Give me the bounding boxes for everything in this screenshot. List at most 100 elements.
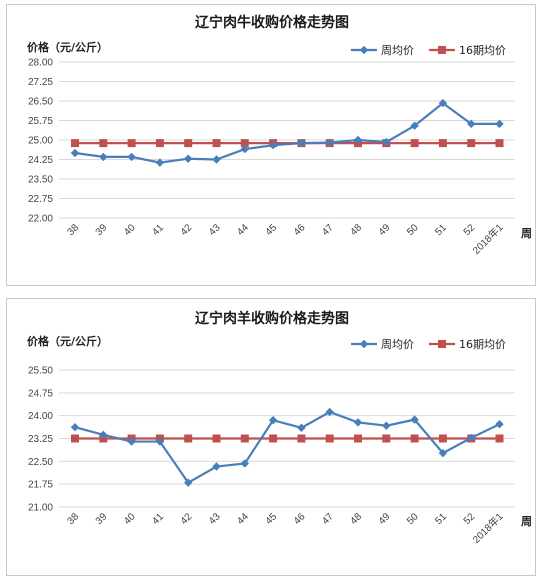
data-point-16-period-avg xyxy=(184,139,193,148)
data-point-16-period-avg xyxy=(438,434,447,443)
data-point-weekly-avg xyxy=(240,144,249,154)
data-point-weekly-avg xyxy=(268,416,278,425)
data-point-weekly-avg xyxy=(99,430,108,440)
data-point-16-period-avg xyxy=(212,434,221,443)
data-point-16-period-avg xyxy=(127,139,136,148)
data-point-16-period-avg xyxy=(495,139,504,148)
y-tick-label: 25.00 xyxy=(28,136,53,147)
data-point-16-period-avg xyxy=(495,434,504,443)
x-tick-label: 44 xyxy=(235,511,251,527)
x-tick-label: 48 xyxy=(348,511,364,527)
beef-price-chart-panel: 辽宁肉牛收购价格走势图 价格（元/公斤） 22.00 22.75 23.50 24.25 2… xyxy=(6,4,536,286)
data-point-16-period-avg xyxy=(184,434,193,443)
data-point-16-period-avg xyxy=(438,139,447,148)
data-point-16-period-avg xyxy=(269,434,278,443)
data-point-weekly-avg xyxy=(353,418,363,427)
data-point-weekly-avg xyxy=(212,155,221,164)
data-point-weekly-avg xyxy=(325,407,334,417)
x-tick-label: 52 xyxy=(462,511,478,527)
y-axis-label: 价格（元/公斤） xyxy=(27,334,108,348)
legend: 周均价 16期均价 xyxy=(351,44,506,57)
y-axis-label: 价格（元/公斤） xyxy=(27,40,108,54)
y-tick-label: 25.75 xyxy=(28,116,53,127)
y-tick-label: 24.75 xyxy=(28,388,53,399)
y-tick-label: 25.50 xyxy=(28,366,53,377)
x-tick-label: 2018年1 xyxy=(470,221,506,257)
data-point-weekly-avg xyxy=(438,448,448,458)
mutton-price-chart-panel: 辽宁肉羊收购价格走势图 价格（元/公斤） 21.00 21.75 22.50 23.25 2… xyxy=(6,298,536,576)
y-tick-label: 28.00 xyxy=(28,58,53,69)
x-tick-label: 41 xyxy=(150,222,166,238)
x-axis-label: 周 xyxy=(521,227,532,240)
x-tick-label: 40 xyxy=(122,511,138,527)
legend-label-weekly-avg: 周均价 xyxy=(381,338,414,351)
legend-label-16-period-avg: 16期均价 xyxy=(459,44,506,57)
data-point-weekly-avg xyxy=(155,437,165,446)
data-point-16-period-avg xyxy=(71,139,79,148)
data-point-weekly-avg xyxy=(127,152,136,162)
x-tick-label: 38 xyxy=(65,511,81,527)
x-tick-label: 47 xyxy=(320,222,336,238)
data-point-weekly-avg xyxy=(70,423,80,432)
legend: 周均价 16期均价 xyxy=(351,338,506,351)
data-point-weekly-avg xyxy=(240,459,249,468)
x-tick-label: 43 xyxy=(207,511,223,527)
x-tick-label: 42 xyxy=(179,222,195,238)
x-tick-label: 46 xyxy=(292,511,308,527)
data-point-16-period-avg xyxy=(212,139,221,148)
legend-marker-weekly-avg xyxy=(359,45,369,55)
x-tick-label: 50 xyxy=(405,511,421,527)
x-tick-label: 48 xyxy=(348,222,364,238)
x-tick-label: 39 xyxy=(94,511,110,527)
data-point-weekly-avg xyxy=(410,121,419,130)
data-point-weekly-avg xyxy=(467,433,476,443)
data-point-16-period-avg xyxy=(410,434,419,443)
data-point-weekly-avg xyxy=(297,423,306,433)
data-point-weekly-avg xyxy=(438,98,448,108)
series-line-weekly-avg xyxy=(74,101,500,164)
data-point-16-period-avg xyxy=(467,139,476,148)
x-tick-label: 46 xyxy=(292,222,308,238)
x-tick-label: 51 xyxy=(433,222,449,238)
data-point-weekly-avg xyxy=(382,137,391,147)
legend-label-weekly-avg: 周均价 xyxy=(381,44,414,57)
data-point-weekly-avg xyxy=(268,141,278,150)
x-tick-label: 42 xyxy=(179,511,195,527)
data-point-weekly-avg xyxy=(184,154,193,163)
data-point-weekly-avg xyxy=(382,421,391,430)
data-point-weekly-avg xyxy=(467,119,476,129)
data-point-weekly-avg xyxy=(495,119,504,129)
data-point-16-period-avg xyxy=(297,434,306,443)
data-point-16-period-avg xyxy=(354,434,362,443)
x-tick-label: 49 xyxy=(377,222,393,238)
data-point-16-period-avg xyxy=(325,434,334,443)
chart-title: 辽宁肉羊收购价格走势图 xyxy=(195,310,349,327)
data-point-16-period-avg xyxy=(71,434,79,443)
y-tick-label: 26.50 xyxy=(28,97,53,108)
y-tick-label: 23.25 xyxy=(28,434,53,445)
y-tick-label: 21.00 xyxy=(28,503,53,514)
data-point-weekly-avg xyxy=(127,437,136,446)
data-point-weekly-avg xyxy=(212,462,221,471)
x-tick-label: 2018年1 xyxy=(470,510,506,546)
y-tick-label: 24.00 xyxy=(28,411,53,422)
x-tick-label: 38 xyxy=(65,222,81,238)
data-point-weekly-avg xyxy=(70,148,80,158)
data-point-weekly-avg xyxy=(353,135,363,145)
x-tick-label: 49 xyxy=(377,511,393,527)
x-tick-label: 47 xyxy=(320,511,336,527)
x-tick-label: 51 xyxy=(433,511,449,527)
data-point-weekly-avg xyxy=(495,419,504,429)
x-tick-label: 44 xyxy=(235,222,251,238)
y-tick-label: 21.75 xyxy=(28,480,53,491)
x-tick-label: 40 xyxy=(122,222,138,238)
y-tick-label: 27.25 xyxy=(28,77,53,88)
data-point-16-period-avg xyxy=(382,434,391,443)
y-tick-label: 22.75 xyxy=(28,194,53,205)
data-point-16-period-avg xyxy=(240,434,249,443)
y-tick-label: 24.25 xyxy=(28,155,53,166)
chart-title: 辽宁肉牛收购价格走势图 xyxy=(195,14,349,31)
x-tick-label: 45 xyxy=(264,222,280,238)
